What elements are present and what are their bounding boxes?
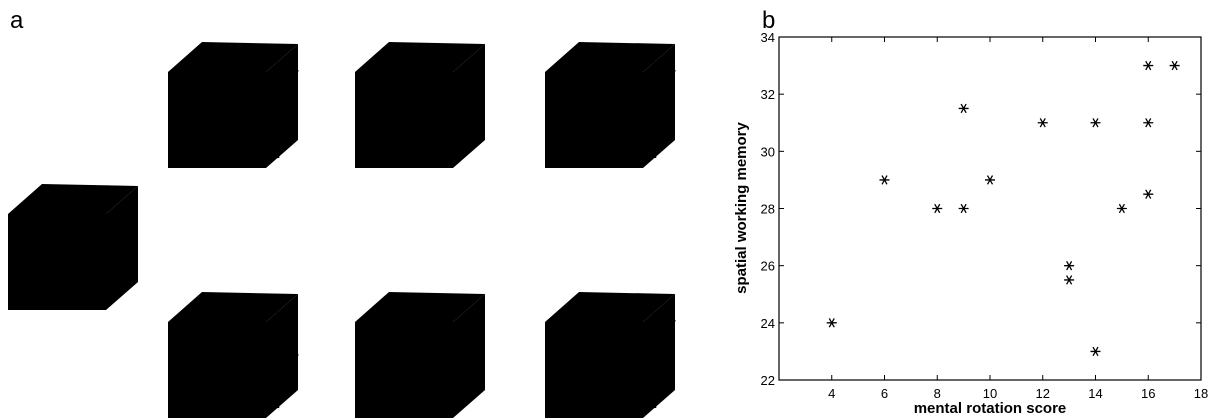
cube <box>355 292 485 418</box>
x-tick-label: 6 <box>881 386 888 401</box>
x-tick-label: 14 <box>1088 386 1102 401</box>
y-tick-label: 28 <box>761 202 775 217</box>
y-tick-label: 22 <box>761 373 775 388</box>
y-axis-label: spatial working memory <box>733 121 750 293</box>
point <box>1091 118 1101 127</box>
x-tick-label: 18 <box>1194 386 1208 401</box>
point <box>959 204 969 213</box>
x-tick-label: 12 <box>1036 386 1050 401</box>
point <box>959 104 969 113</box>
y-tick-label: 24 <box>761 316 775 331</box>
cube <box>355 42 485 168</box>
point <box>1143 118 1153 127</box>
cube <box>8 184 138 310</box>
y-tick-label: 34 <box>761 30 775 45</box>
point <box>1170 61 1180 70</box>
x-tick-label: 4 <box>828 386 835 401</box>
point <box>1143 190 1153 199</box>
cube <box>168 42 298 168</box>
x-tick-label: 16 <box>1141 386 1155 401</box>
x-tick-label: 10 <box>983 386 997 401</box>
point <box>1143 61 1153 70</box>
cube <box>168 292 298 418</box>
y-tick-label: 30 <box>761 144 775 159</box>
point <box>1038 118 1048 127</box>
plot-frame <box>779 37 1201 380</box>
point <box>827 318 837 327</box>
panel-label: a <box>10 7 24 34</box>
cube <box>545 292 675 418</box>
y-tick-label: 32 <box>761 87 775 102</box>
figure: a b ment <box>0 0 1219 420</box>
cube <box>545 42 675 168</box>
point <box>1091 347 1101 356</box>
point <box>880 176 890 185</box>
point <box>932 204 942 213</box>
x-axis-label: mental rotation score <box>914 400 1067 417</box>
y-tick-label: 26 <box>761 259 775 274</box>
point <box>1064 276 1074 285</box>
point <box>1117 204 1127 213</box>
point <box>1064 261 1074 270</box>
point <box>985 176 995 185</box>
x-tick-label: 8 <box>934 386 941 401</box>
